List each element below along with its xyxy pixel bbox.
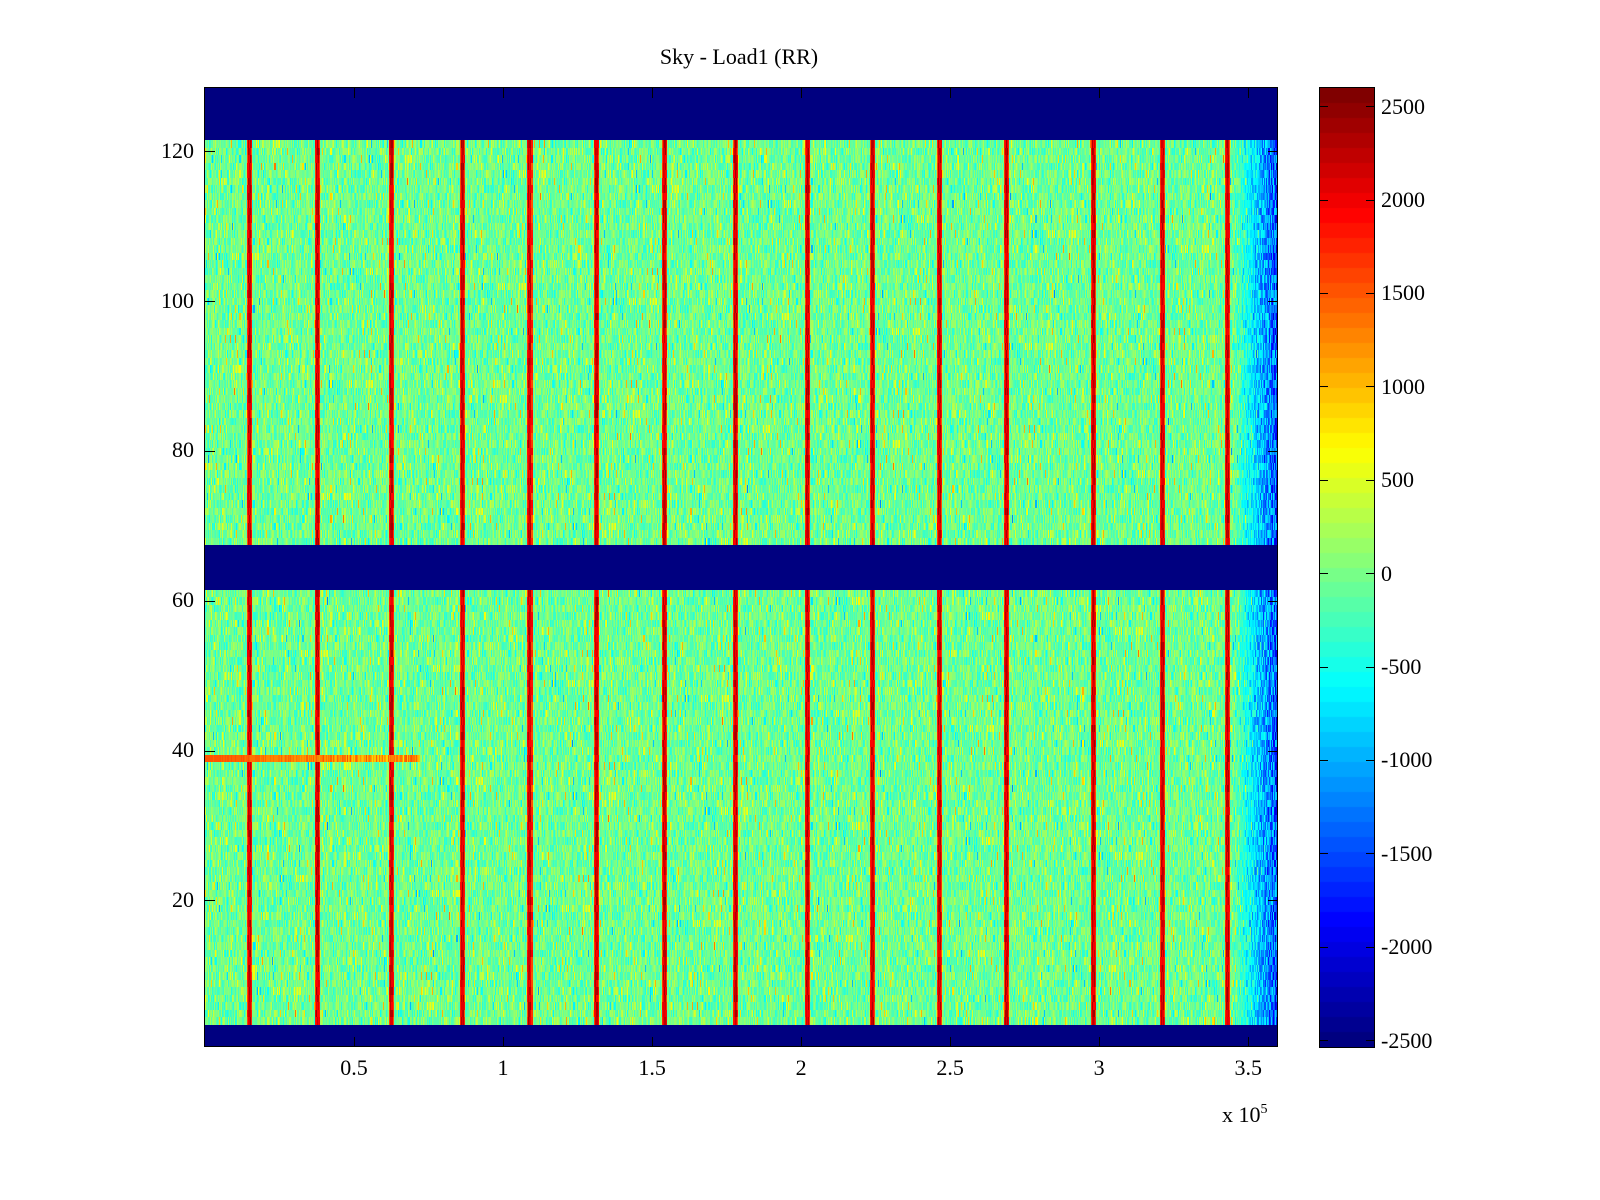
x-multiplier-exponent: 5: [1260, 1102, 1268, 1117]
x-tick-mark: [502, 1037, 504, 1047]
colorbar-tick-label: 2500: [1381, 93, 1425, 119]
x-tick-mark: [1098, 1037, 1100, 1047]
x-tick-mark-top: [651, 88, 653, 98]
x-tick-mark-top: [949, 88, 951, 98]
x-tick-label: 2.5: [936, 1055, 964, 1080]
colorbar-tick-mark-right: [1366, 106, 1374, 108]
colorbar-tick-mark-left: [1320, 106, 1328, 108]
colorbar-tick-label: 1000: [1381, 373, 1425, 399]
x-tick-label: 1: [497, 1055, 509, 1080]
x-tick-mark-top: [502, 88, 504, 98]
x-tick-mark: [353, 1037, 355, 1047]
colorbar-tick-label: 2000: [1381, 187, 1425, 213]
x-tick-label: 2: [795, 1055, 807, 1080]
colorbar-tick-mark-right: [1366, 199, 1374, 201]
colorbar-tick-mark-left: [1320, 759, 1328, 761]
y-tick-mark-right: [1268, 900, 1278, 902]
colorbar-tick-mark-left: [1320, 292, 1328, 294]
x-tick-label: 3.5: [1234, 1055, 1262, 1080]
colorbar-tick-mark-left: [1320, 1040, 1328, 1042]
y-tick-mark-right: [1268, 151, 1278, 153]
colorbar-tick-mark-left: [1320, 853, 1328, 855]
colorbar-tick-label: -500: [1381, 654, 1422, 680]
colorbar-tick-label: 1500: [1381, 280, 1425, 306]
colorbar-tick-mark-right: [1366, 666, 1374, 668]
colorbar-tick-mark-right: [1366, 853, 1374, 855]
colorbar-tick-mark-right: [1366, 759, 1374, 761]
colorbar-tick-mark-left: [1320, 946, 1328, 948]
x-tick-mark-top: [1098, 88, 1100, 98]
x-tick-mark-top: [800, 88, 802, 98]
y-tick-mark: [205, 450, 215, 452]
colorbar-tick-mark-right: [1366, 386, 1374, 388]
colorbar-tick-mark-left: [1320, 573, 1328, 575]
x-tick-mark: [949, 1037, 951, 1047]
colorbar-tick-label: 500: [1381, 467, 1414, 493]
y-tick-mark-right: [1268, 450, 1278, 452]
y-tick-mark-right: [1268, 750, 1278, 752]
y-tick-mark: [205, 750, 215, 752]
y-tick-label: 60: [172, 587, 194, 613]
colorbar-tick-mark-right: [1366, 1040, 1374, 1042]
colorbar: [1320, 88, 1374, 1047]
y-tick-mark-right: [1268, 600, 1278, 602]
x-multiplier-label: x 105: [1222, 1102, 1268, 1128]
y-tick-label: 120: [161, 137, 194, 163]
x-tick-mark: [800, 1037, 802, 1047]
y-tick-mark: [205, 600, 215, 602]
colorbar-tick-mark-right: [1366, 573, 1374, 575]
x-tick-mark-top: [1247, 88, 1249, 98]
colorbar-tick-mark-right: [1366, 292, 1374, 294]
y-tick-label: 20: [172, 886, 194, 912]
colorbar-tick-mark-left: [1320, 386, 1328, 388]
chart-title: Sky - Load1 (RR): [659, 44, 819, 69]
y-tick-label: 40: [172, 737, 194, 763]
x-tick-label: 3: [1093, 1055, 1105, 1080]
colorbar-tick-mark-right: [1366, 946, 1374, 948]
colorbar-tick-label: -1500: [1381, 840, 1433, 866]
y-tick-mark: [205, 301, 215, 303]
y-tick-label: 80: [172, 437, 194, 463]
colorbar-tick-label: -2500: [1381, 1027, 1433, 1053]
x-tick-label: 0.5: [340, 1055, 368, 1080]
y-tick-mark-right: [1268, 301, 1278, 303]
colorbar-tick-label: -2000: [1381, 934, 1433, 960]
x-tick-mark: [1247, 1037, 1249, 1047]
x-tick-mark-top: [353, 88, 355, 98]
colorbar-tick-label: 0: [1381, 560, 1392, 586]
colorbar-tick-mark-right: [1366, 479, 1374, 481]
colorbar-tick-mark-left: [1320, 199, 1328, 201]
colorbar-tick-mark-left: [1320, 479, 1328, 481]
y-tick-mark: [205, 900, 215, 902]
x-tick-label: 1.5: [638, 1055, 666, 1080]
colorbar-tick-label: -1000: [1381, 747, 1433, 773]
colorbar-tick-mark-left: [1320, 666, 1328, 668]
y-tick-mark: [205, 151, 215, 153]
x-tick-mark: [651, 1037, 653, 1047]
heatmap-image: [205, 88, 1278, 1047]
x-multiplier-base: x 10: [1222, 1102, 1261, 1127]
y-tick-label: 100: [161, 287, 194, 313]
